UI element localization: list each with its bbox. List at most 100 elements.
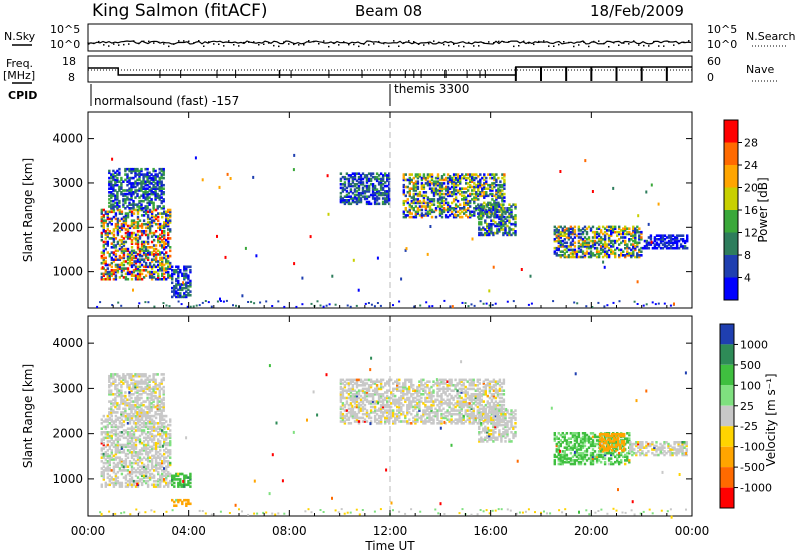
echo-cell <box>501 176 504 180</box>
echo-cell <box>181 472 184 476</box>
echo-cell <box>124 394 127 398</box>
echo-cell <box>120 394 123 398</box>
echo-cell <box>514 233 517 237</box>
echo-cell <box>140 185 143 189</box>
echo-cell <box>361 412 365 416</box>
echo-cell <box>390 411 393 414</box>
echo-cell <box>502 203 505 206</box>
echo-cell <box>343 422 347 425</box>
echo-cell <box>349 197 353 200</box>
echo-cell <box>116 203 119 206</box>
echo-cell <box>140 205 143 208</box>
echo-cell <box>146 171 149 175</box>
echo-cell <box>136 173 139 176</box>
echo-cell <box>163 210 166 214</box>
echo-cell <box>573 241 577 245</box>
echo-cell <box>430 189 434 192</box>
echo-cell <box>128 483 132 487</box>
echo-cell <box>498 230 501 233</box>
echo-cell <box>345 190 349 193</box>
echo-cell <box>601 243 605 246</box>
echo-cell <box>384 398 387 402</box>
echo-cell <box>138 272 142 276</box>
echo-cell <box>486 231 489 235</box>
echo-cell <box>138 470 142 474</box>
echo-cell <box>489 183 492 187</box>
echo-cell <box>120 274 124 277</box>
echo-cell <box>341 186 345 190</box>
echo-cell <box>292 168 295 172</box>
echo-cell <box>406 403 409 407</box>
echo-cell <box>118 212 122 215</box>
echo-cell <box>126 230 130 233</box>
echo-cell <box>259 301 262 304</box>
echo-cell <box>377 380 381 383</box>
echo-cell <box>347 199 351 202</box>
echo-cell <box>159 222 162 226</box>
echo-cell <box>610 252 613 255</box>
echo-cell <box>136 467 140 470</box>
echo-cell <box>154 391 157 394</box>
echo-cell <box>420 182 424 185</box>
echo-cell <box>148 221 152 224</box>
echo-cell <box>343 384 347 387</box>
echo-cell <box>450 180 454 183</box>
echo-cell <box>440 189 444 192</box>
echo-cell <box>573 230 577 234</box>
echo-cell <box>365 181 369 184</box>
echo-cell <box>432 183 436 187</box>
echo-cell <box>162 207 165 210</box>
echo-cell <box>124 474 128 478</box>
echo-cell <box>628 254 631 257</box>
echo-cell <box>148 175 151 178</box>
echo-cell <box>638 248 641 252</box>
echo-cell <box>373 416 377 420</box>
echo-cell <box>130 456 134 459</box>
echo-cell <box>116 427 120 430</box>
echo-cell <box>504 228 507 231</box>
echo-cell <box>573 232 577 236</box>
echo-cell <box>416 173 420 176</box>
echo-cell <box>424 208 428 212</box>
echo-cell <box>130 465 134 468</box>
echo-cell <box>555 230 558 234</box>
echo-cell <box>138 237 142 240</box>
echo-cell <box>112 269 116 272</box>
echo-cell <box>150 192 153 196</box>
echo-cell <box>469 201 472 205</box>
echo-cell <box>112 373 115 376</box>
echo-cell <box>146 175 149 178</box>
echo-cell <box>183 474 186 478</box>
echo-cell <box>671 246 675 250</box>
echo-cell <box>120 393 123 396</box>
echo-cell <box>146 454 150 458</box>
echo-cell <box>349 394 353 398</box>
echo-cell <box>502 224 505 228</box>
echo-cell <box>426 252 429 256</box>
echo-cell <box>557 254 560 257</box>
echo-cell <box>120 443 124 447</box>
echo-cell <box>161 414 164 418</box>
echo-cell <box>394 403 397 407</box>
echo-cell <box>133 260 136 264</box>
echo-cell <box>110 237 113 240</box>
echo-cell <box>128 434 132 438</box>
echo-cell <box>140 432 144 436</box>
echo-cell <box>636 241 639 245</box>
echo-cell <box>567 238 571 241</box>
echo-cell <box>146 460 150 463</box>
echo-cell <box>140 263 144 267</box>
velocity-echoes <box>99 356 688 519</box>
echo-cell <box>375 202 379 206</box>
echo-cell <box>573 250 577 253</box>
echo-cell <box>114 265 118 269</box>
echo-cell <box>128 187 131 190</box>
echo-cell <box>140 414 144 418</box>
echo-cell <box>152 185 155 189</box>
echo-cell <box>341 389 345 392</box>
echo-cell <box>110 270 113 274</box>
echo-cell <box>189 476 192 479</box>
echo-cell <box>106 217 109 221</box>
echo-cell <box>161 230 164 233</box>
